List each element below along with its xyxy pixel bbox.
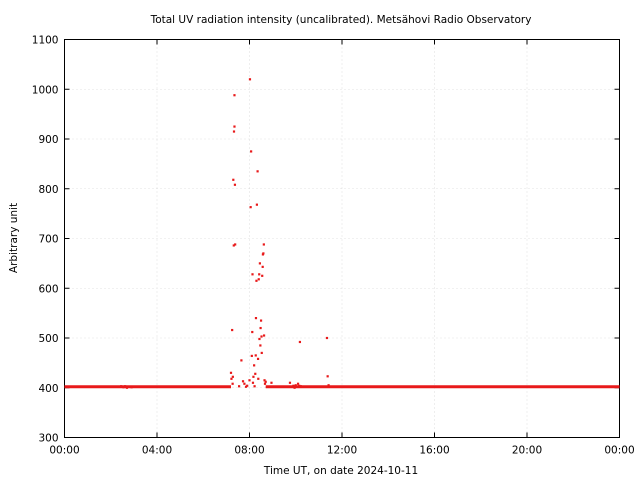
data-point <box>258 273 261 276</box>
data-point <box>294 384 297 387</box>
x-tick-label: 04:00 <box>142 445 172 457</box>
data-series <box>64 78 620 389</box>
data-point <box>254 372 257 375</box>
data-point <box>251 381 255 384</box>
y-tick-label: 1000 <box>32 84 59 96</box>
data-point <box>240 359 243 362</box>
data-point <box>298 384 301 387</box>
data-point <box>123 385 127 388</box>
data-point <box>250 150 253 153</box>
data-point <box>260 335 263 338</box>
y-tick-label: 300 <box>38 433 58 445</box>
data-point <box>130 386 133 389</box>
data-point <box>299 385 302 388</box>
x-axis-label: Time UT, on date 2024-10-11 <box>263 465 418 477</box>
data-point <box>122 386 125 389</box>
data-point <box>232 130 236 133</box>
data-point <box>250 354 253 358</box>
data-point <box>255 203 258 206</box>
x-tick-label: 12:00 <box>327 445 357 457</box>
axis-ticks: 00:00 04:00 08:00 12:00 16:00 20:00 00:0030040… <box>32 35 635 457</box>
chart-title: Total UV radiation intensity (uncalibrat… <box>150 14 532 26</box>
data-point <box>249 206 252 209</box>
data-point <box>296 382 300 385</box>
data-point <box>255 279 258 282</box>
data-point <box>233 125 236 128</box>
data-point <box>237 385 241 388</box>
data-point <box>231 382 234 385</box>
y-tick-label: 600 <box>38 283 58 295</box>
y-tick-label: 400 <box>38 383 58 395</box>
data-point <box>327 384 330 387</box>
data-point <box>231 375 234 378</box>
data-point <box>261 274 264 277</box>
data-point <box>251 273 254 276</box>
data-point <box>259 319 263 322</box>
data-point <box>120 385 123 388</box>
data-point <box>262 334 266 337</box>
data-point <box>252 375 255 378</box>
data-point <box>243 382 246 385</box>
data-point <box>241 380 245 383</box>
y-tick-label: 700 <box>38 234 58 246</box>
data-point <box>257 377 260 380</box>
plot-area-frame <box>64 39 620 438</box>
data-point <box>259 344 262 347</box>
data-point <box>232 244 235 247</box>
data-point <box>326 375 329 378</box>
data-point <box>231 328 234 332</box>
x-tick-label: 20:00 <box>512 445 542 457</box>
data-point <box>248 379 251 382</box>
data-point <box>263 379 266 382</box>
data-point <box>248 78 252 81</box>
data-point <box>254 354 257 357</box>
data-point <box>256 170 259 173</box>
data-point <box>293 386 296 389</box>
data-point <box>128 385 131 388</box>
y-tick-label: 500 <box>38 333 58 345</box>
data-point <box>263 382 267 385</box>
data-point <box>288 381 292 384</box>
data-point <box>246 384 249 387</box>
data-point <box>253 364 256 367</box>
data-point <box>261 265 264 268</box>
grid-lines <box>64 39 620 438</box>
data-point <box>291 385 294 388</box>
data-point <box>264 380 267 383</box>
data-point <box>257 278 260 281</box>
x-tick-label: 00:00 <box>49 445 79 457</box>
data-point <box>262 252 265 255</box>
data-point <box>270 381 273 384</box>
data-point <box>125 386 129 389</box>
x-tick-label: 00:00 <box>604 445 634 457</box>
data-point <box>258 262 262 265</box>
data-point <box>244 385 248 388</box>
data-point <box>256 357 260 360</box>
data-point <box>292 384 295 387</box>
data-point <box>233 183 237 186</box>
y-axis-label: Arbitrary unit <box>8 203 20 273</box>
data-point <box>229 371 233 374</box>
data-point <box>251 330 254 334</box>
y-tick-label: 800 <box>38 184 58 196</box>
data-point <box>260 351 263 355</box>
y-tick-label: 900 <box>38 134 58 146</box>
x-tick-label: 08:00 <box>234 445 264 457</box>
data-point <box>259 326 262 330</box>
x-tick-label: 16:00 <box>419 445 449 457</box>
data-point <box>253 385 256 388</box>
data-point <box>233 94 236 97</box>
data-point <box>258 337 261 341</box>
data-point <box>254 317 258 320</box>
data-point <box>298 340 302 344</box>
data-point <box>232 178 235 181</box>
data-point <box>234 243 237 246</box>
data-point <box>325 336 329 340</box>
y-tick-label: 1100 <box>32 35 59 47</box>
data-point <box>262 243 265 246</box>
data-point <box>230 377 233 380</box>
data-point <box>295 385 299 388</box>
